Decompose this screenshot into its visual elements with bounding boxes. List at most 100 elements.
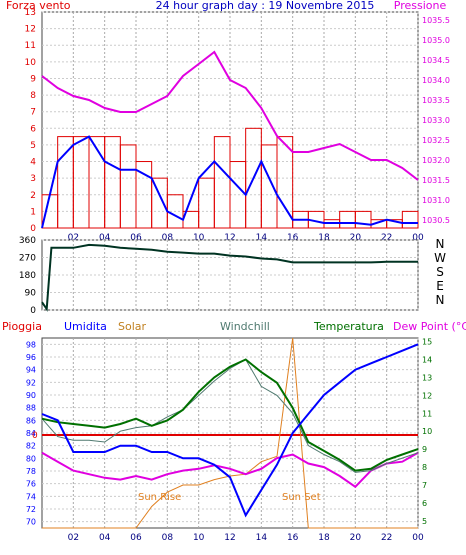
- compass-label: S: [436, 265, 444, 279]
- y-right-tick-label: 1035.5: [422, 16, 450, 25]
- dew-point-line: [41, 451, 419, 489]
- x-tick-label: 16: [287, 533, 299, 543]
- pressure-title: Pressione: [394, 0, 447, 12]
- compass-label: N: [436, 237, 445, 251]
- graph-title: 24 hour graph day : 19 Novembre 2015: [156, 0, 375, 12]
- y-right-tick-label: 1031.0: [422, 196, 450, 205]
- windchill-label: Windchill: [220, 320, 270, 333]
- y-left-tick-label: 94: [26, 366, 36, 375]
- y-left-tick-label: 88: [26, 404, 36, 413]
- y-left-tick-label: 98: [26, 340, 36, 349]
- wind-bar: [401, 210, 419, 229]
- wind-bar: [198, 177, 215, 229]
- y-left-tick-label: 86: [26, 416, 36, 425]
- y-left-tick-label: 72: [26, 505, 36, 514]
- x-tick-label: 04: [99, 233, 111, 243]
- y-left-tick-label: 11: [25, 41, 36, 51]
- wind-title: Forza vento: [6, 0, 71, 12]
- compass-label: E: [436, 279, 444, 293]
- y-right-tick-label: 13: [422, 373, 432, 382]
- x-tick-label: 20: [350, 533, 362, 543]
- y-left-tick-label: 92: [26, 378, 36, 387]
- y-right-tick-label: 11: [422, 409, 432, 418]
- x-tick-label: 00: [412, 533, 424, 543]
- y-left-tick-label: 10: [25, 58, 37, 68]
- x-tick-label: 06: [130, 533, 142, 543]
- wind-bar: [260, 144, 278, 229]
- compass-label: N: [436, 293, 445, 307]
- rain-zero-label: 0: [32, 431, 38, 441]
- x-tick-label: 12: [224, 233, 235, 243]
- y-left-tick-label: 84: [26, 429, 36, 438]
- y-right-tick-label: 8: [422, 463, 427, 472]
- y-right-tick-label: 1035.0: [422, 36, 450, 45]
- y-right-tick-label: 6: [422, 499, 427, 508]
- wind-bar: [104, 136, 121, 229]
- y-left-tick-label: 78: [26, 467, 36, 476]
- dew-point-label: Dew Point (°C): [393, 320, 466, 333]
- y-right-tick-label: 1033.0: [422, 116, 450, 125]
- wind-bar: [57, 136, 74, 229]
- y-right-tick-label: 1032.5: [422, 136, 450, 145]
- x-tick-label: 00: [412, 233, 424, 243]
- x-tick-label: 18: [318, 233, 330, 243]
- wind-bar: [339, 210, 356, 229]
- windchill-line: [41, 358, 419, 473]
- y-right-tick-label: 7: [422, 481, 427, 490]
- y-right-tick-label: 1032.0: [422, 156, 450, 165]
- y-right-tick-label: 12: [422, 391, 432, 400]
- y-left-tick-label: 90: [25, 289, 37, 299]
- temperature-label: Temperatura: [313, 320, 384, 333]
- y-right-tick-label: 1030.5: [422, 216, 450, 225]
- y-right-tick-label: 9: [422, 445, 427, 454]
- y-right-tick-label: 1033.5: [422, 96, 450, 105]
- rain-label: Pioggia: [2, 320, 42, 333]
- y-left-tick-label: 70: [26, 518, 36, 527]
- y-left-tick-label: 74: [26, 492, 36, 501]
- wind-bar: [213, 136, 231, 229]
- wind-pressure-panel: Forza vento 24 hour graph day : 19 Novem…: [6, 0, 450, 243]
- solar-line: [42, 337, 418, 529]
- y-left-tick-label: 2: [30, 191, 36, 201]
- y-right-tick-label: 1031.5: [422, 176, 450, 185]
- y-left-tick-label: 270: [19, 254, 36, 264]
- x-tick-label: 04: [99, 533, 111, 543]
- y-right-tick-label: 14: [422, 356, 432, 365]
- y-right-tick-label: 10: [422, 427, 432, 436]
- y-left-tick-label: 90: [26, 391, 36, 400]
- y-left-tick-label: 7: [30, 108, 36, 118]
- wind-bar: [276, 136, 294, 229]
- y-left-tick-label: 82: [26, 442, 36, 451]
- gust-line: [41, 135, 418, 229]
- y-left-tick-label: 6: [30, 124, 36, 134]
- x-tick-label: 08: [162, 533, 174, 543]
- x-tick-label: 22: [381, 533, 392, 543]
- y-left-tick-label: 360: [19, 236, 36, 246]
- x-tick-label: 10: [193, 533, 205, 543]
- y-left-tick-label: 96: [26, 353, 36, 362]
- x-tick-label: 02: [68, 533, 79, 543]
- y-left-tick-label: 1: [30, 207, 36, 217]
- wind-bar: [119, 144, 137, 229]
- x-tick-label: 22: [381, 233, 392, 243]
- humidity-label: Umidita: [64, 320, 107, 333]
- y-right-tick-label: 1034.5: [422, 56, 450, 65]
- y-left-tick-label: 180: [19, 271, 36, 281]
- wind-bar: [72, 136, 90, 229]
- y-left-tick-label: 80: [26, 454, 36, 463]
- sunrise-annotation: Sun Rise: [138, 492, 181, 503]
- compass-label: W: [434, 251, 446, 265]
- humidity-line: [41, 343, 419, 518]
- x-tick-label: 10: [193, 233, 205, 243]
- sunset-annotation: Sun Set: [282, 492, 321, 503]
- y-right-tick-label: 15: [422, 338, 432, 347]
- y-left-tick-label: 12: [25, 25, 36, 35]
- x-tick-label: 12: [224, 533, 235, 543]
- x-tick-label: 20: [350, 233, 362, 243]
- y-left-tick-label: 5: [30, 141, 36, 151]
- x-tick-label: 14: [256, 233, 268, 243]
- y-left-tick-label: 76: [26, 480, 36, 489]
- temperature-panel: Pioggia Umidita Solar Windchill Temperat…: [2, 320, 466, 543]
